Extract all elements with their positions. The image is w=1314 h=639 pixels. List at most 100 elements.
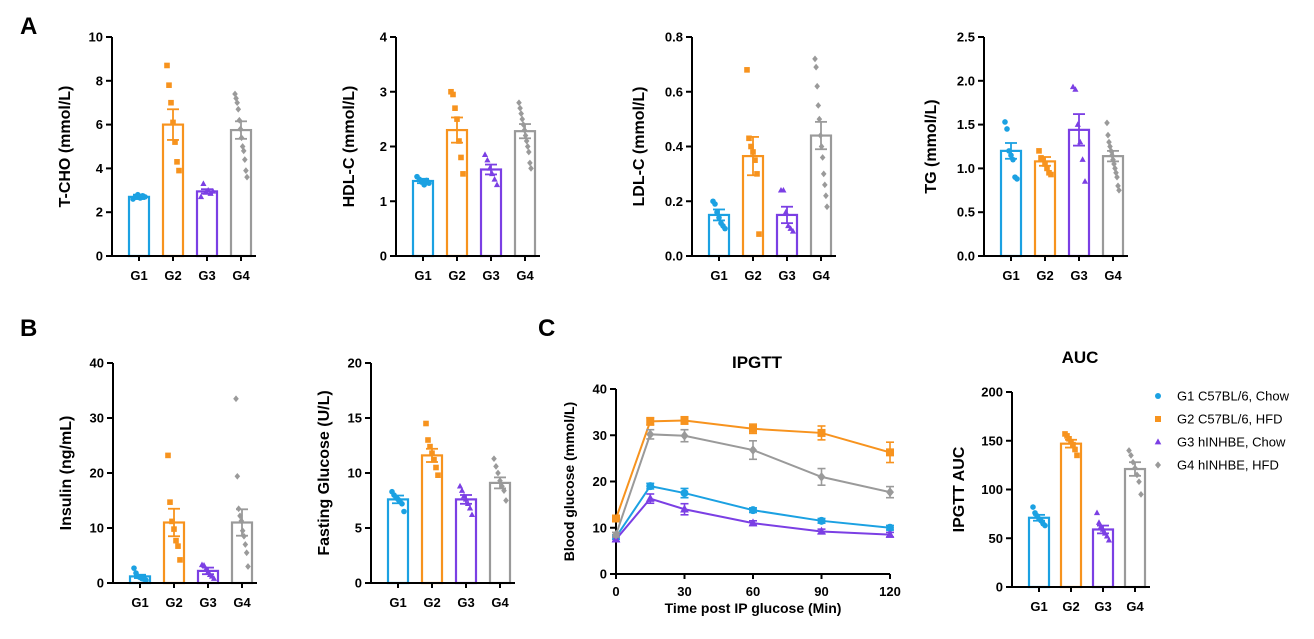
data-point-auc-G4 bbox=[1134, 471, 1140, 479]
data-point-tg-G2 bbox=[1036, 148, 1042, 154]
data-point-ldlc-G3 bbox=[780, 186, 787, 193]
data-point-auc-G4 bbox=[1132, 464, 1138, 472]
data-point-tcho-G4 bbox=[244, 173, 250, 181]
ldlc-y-tick-label: 0.2 bbox=[665, 194, 683, 209]
ldlc-y-tick-label: 0.8 bbox=[665, 30, 683, 45]
data-point-ldlc-G4 bbox=[819, 154, 826, 161]
x-tick-label-tcho: G1 bbox=[130, 268, 147, 283]
data-point-insulin-G4 bbox=[234, 472, 241, 480]
ipgtt-y-tick-label: 20 bbox=[593, 474, 607, 489]
data-point-insulin-G4 bbox=[242, 541, 249, 548]
chart-ipgtt: 0 10 20 30 40 Blood glucose (mmol/L) 0 30 60 90 12… bbox=[561, 353, 901, 616]
panel-label-a: A bbox=[20, 13, 37, 40]
tcho-y-tick-label: 6 bbox=[96, 117, 103, 132]
ipgtt-x-tick-label: 0 bbox=[612, 584, 619, 599]
data-point-ipgtt bbox=[817, 428, 826, 437]
data-point-tcho-G2 bbox=[174, 159, 180, 165]
tg-y-tick-label: 1.5 bbox=[957, 117, 975, 132]
x-tick-label-tg: G3 bbox=[1070, 268, 1087, 283]
data-point-ipgtt bbox=[886, 487, 894, 497]
data-point-hdlc-G4 bbox=[521, 126, 528, 134]
legend-label: G1 C57BL/6, Chow bbox=[1177, 389, 1290, 404]
hdlc-y-tick-label: 2 bbox=[380, 139, 387, 154]
legend-marker-square bbox=[1155, 416, 1161, 422]
data-point-hdlc-G4 bbox=[526, 148, 532, 156]
fglucose-y-tick-label: 15 bbox=[348, 411, 362, 426]
legend-item: G4 hINHBE, HFD bbox=[1155, 458, 1279, 473]
ldlc-y-tick-label: 0.6 bbox=[665, 84, 683, 99]
data-point-insulin-G4 bbox=[238, 517, 245, 525]
x-tick-label-tg: G1 bbox=[1002, 268, 1019, 283]
ipgtt-x-tick-label: 60 bbox=[746, 584, 760, 599]
data-point-tg-G1 bbox=[1004, 126, 1010, 132]
data-point-fglucose-G4 bbox=[497, 477, 503, 485]
data-point-ldlc-G2 bbox=[752, 157, 758, 163]
x-tick-label-ldlc: G1 bbox=[710, 268, 727, 283]
data-point-insulin-G4 bbox=[241, 532, 247, 540]
data-point-hdlc-G3 bbox=[491, 175, 498, 182]
x-tick-label-tcho: G3 bbox=[198, 268, 215, 283]
data-point-tg-G4 bbox=[1109, 151, 1115, 159]
tcho-y-tick-label: 10 bbox=[89, 30, 103, 45]
tcho-y-axis-title: T-CHO (mmol/L) bbox=[57, 86, 74, 208]
data-point-auc-G2 bbox=[1064, 433, 1070, 439]
data-point-hdlc-G3 bbox=[484, 156, 491, 163]
data-point-fglucose-G3 bbox=[456, 482, 464, 489]
data-point-tg-G3 bbox=[1072, 86, 1079, 92]
auc-y-axis-title: IPGTT AUC bbox=[951, 446, 968, 532]
data-point-fglucose-G4 bbox=[503, 497, 509, 504]
ipgtt-y-tick-label: 40 bbox=[593, 382, 607, 397]
data-point-ipgtt bbox=[645, 493, 655, 502]
data-point-fglucose-G3 bbox=[466, 504, 474, 511]
data-point-insulin-G4 bbox=[233, 395, 239, 403]
data-point-ipgtt bbox=[749, 506, 757, 515]
x-tick-label-insulin: G3 bbox=[199, 595, 216, 610]
ipgtt-y-axis-title: Blood glucose (mmol/L) bbox=[561, 402, 577, 561]
data-point-fglucose-G4 bbox=[501, 487, 507, 494]
ipgtt-x-tick-label: 120 bbox=[879, 584, 901, 599]
legend-item: G1 C57BL/6, Chow bbox=[1155, 389, 1290, 404]
data-point-auc-G2 bbox=[1074, 452, 1080, 459]
data-point-tg-G3 bbox=[1074, 121, 1081, 127]
data-point-hdlc-G3 bbox=[493, 181, 501, 188]
fglucose-y-axis-title: Fasting Glucose (U/L) bbox=[316, 390, 333, 555]
insulin-y-tick-label: 0 bbox=[97, 576, 104, 591]
tg-y-axis-title: TG (mmol/L) bbox=[923, 99, 940, 193]
data-point-tg-G2 bbox=[1040, 156, 1046, 163]
auc-y-tick-label: 150 bbox=[981, 433, 1003, 448]
data-point-ldlc-G2 bbox=[748, 143, 754, 150]
panel-label-c: C bbox=[538, 315, 555, 342]
data-point-auc-G1 bbox=[1042, 522, 1048, 529]
data-point-ldlc-G3 bbox=[787, 225, 794, 231]
insulin-y-tick-label: 10 bbox=[90, 521, 104, 536]
x-tick-label-hdlc: G4 bbox=[516, 268, 534, 283]
series-line-ipgtt bbox=[615, 433, 891, 536]
bar-tg-G3 bbox=[1067, 128, 1091, 258]
auc-y-tick-label: 50 bbox=[989, 531, 1003, 546]
data-point-tg-G1 bbox=[1014, 176, 1020, 182]
bar-tg-G1 bbox=[999, 149, 1023, 258]
data-point-tg-G2 bbox=[1048, 171, 1054, 178]
data-point-tcho-G4 bbox=[242, 156, 248, 163]
data-point-insulin-G1 bbox=[131, 565, 137, 571]
ipgtt-x-axis-title: Time post IP glucose (Min) bbox=[665, 600, 842, 616]
ipgtt-y-tick-label: 30 bbox=[593, 428, 607, 443]
data-point-tcho-G4 bbox=[235, 105, 242, 113]
data-point-auc-G3 bbox=[1103, 532, 1111, 539]
data-point-insulin-G2 bbox=[169, 518, 175, 525]
insulin-y-tick-label: 40 bbox=[90, 356, 104, 371]
data-point-fglucose-G4 bbox=[491, 455, 497, 463]
data-point-fglucose-G2 bbox=[435, 472, 441, 478]
x-tick-label-auc: G3 bbox=[1094, 599, 1111, 614]
data-point-tcho-G3 bbox=[205, 186, 212, 193]
hdlc-y-axis-title: HDL-C (mmol/L) bbox=[341, 86, 358, 208]
chart-fglucose: 0 5 10 15 20 Fasting Glucose (U/L) G1 G2 G3 G4 bbox=[316, 356, 515, 610]
auc-y-tick-label: 100 bbox=[981, 482, 1003, 497]
insulin-y-axis-title: Insulin (ng/mL) bbox=[58, 416, 75, 531]
chart-ldlc: 0.0 0.2 0.4 0.6 0.8 LDL-C (mmol/L) G1 G2 G3 G4 bbox=[631, 30, 836, 283]
bar-tg-G4 bbox=[1101, 155, 1125, 258]
data-point-hdlc-G4 bbox=[516, 99, 522, 107]
ldlc-y-tick-label: 0.4 bbox=[665, 139, 684, 154]
data-point-insulin-G3 bbox=[200, 562, 208, 568]
data-point-ipgtt bbox=[612, 529, 620, 540]
